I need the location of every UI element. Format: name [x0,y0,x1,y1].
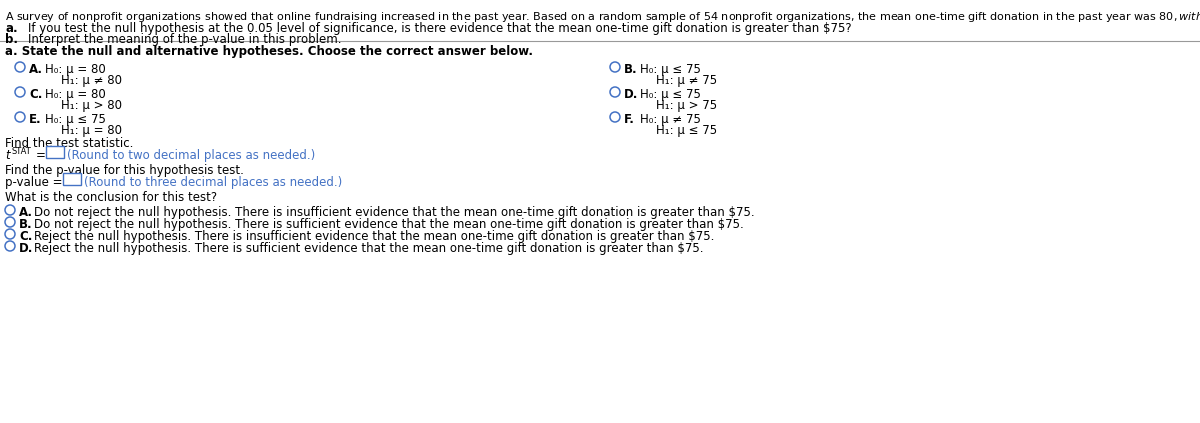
Text: H₀: μ ≤ 75: H₀: μ ≤ 75 [640,63,701,76]
Text: (Round to two decimal places as needed.): (Round to two decimal places as needed.) [67,149,316,162]
Text: t: t [5,149,10,162]
Text: (Round to three decimal places as needed.): (Round to three decimal places as needed… [84,176,342,189]
Text: p-value =: p-value = [5,176,62,189]
Text: H₀: μ ≤ 75: H₀: μ ≤ 75 [46,113,106,126]
Text: H₁: μ ≤ 75: H₁: μ ≤ 75 [656,124,718,137]
Text: H₁: μ = 80: H₁: μ = 80 [61,124,122,137]
Text: A.: A. [19,206,34,219]
Text: H₁: μ ≠ 75: H₁: μ ≠ 75 [656,74,718,87]
Text: Reject the null hypothesis. There is sufficient evidence that the mean one-time : Reject the null hypothesis. There is suf… [34,242,703,255]
Text: H₀: μ = 80: H₀: μ = 80 [46,63,106,76]
Text: H₀: μ ≠ 75: H₀: μ ≠ 75 [640,113,701,126]
Text: E.: E. [29,113,42,126]
Text: A survey of nonprofit organizations showed that online fundraising increased in : A survey of nonprofit organizations show… [5,10,1200,24]
Text: b.: b. [5,33,18,46]
Text: Find the p-value for this hypothesis test.: Find the p-value for this hypothesis tes… [5,164,244,177]
Text: H₀: μ = 80: H₀: μ = 80 [46,88,106,101]
Text: =: = [36,149,46,162]
Text: B.: B. [624,63,637,76]
Text: D.: D. [19,242,34,255]
Text: F.: F. [624,113,635,126]
Text: H₀: μ ≤ 75: H₀: μ ≤ 75 [640,88,701,101]
Text: Find the test statistic.: Find the test statistic. [5,137,133,150]
Text: Interpret the meaning of the p-value in this problem.: Interpret the meaning of the p-value in … [28,33,342,46]
Text: H₁: μ ≠ 80: H₁: μ ≠ 80 [61,74,122,87]
Text: H₁: μ > 80: H₁: μ > 80 [61,99,122,112]
Text: C.: C. [29,88,42,101]
Text: Reject the null hypothesis. There is insufficient evidence that the mean one-tim: Reject the null hypothesis. There is ins… [34,230,714,243]
Text: A.: A. [29,63,43,76]
Text: STAT: STAT [11,147,31,156]
Text: B.: B. [19,218,32,231]
Text: Do not reject the null hypothesis. There is insufficient evidence that the mean : Do not reject the null hypothesis. There… [34,206,755,219]
Text: a. State the null and alternative hypotheses. Choose the correct answer below.: a. State the null and alternative hypoth… [5,45,533,58]
Text: H₁: μ > 75: H₁: μ > 75 [656,99,718,112]
Text: Do not reject the null hypothesis. There is sufficient evidence that the mean on: Do not reject the null hypothesis. There… [34,218,744,231]
Text: D.: D. [624,88,638,101]
Text: If you test the null hypothesis at the 0.05 level of significance, is there evid: If you test the null hypothesis at the 0… [28,22,852,35]
Text: C.: C. [19,230,32,243]
Text: a.: a. [5,22,18,35]
Text: What is the conclusion for this test?: What is the conclusion for this test? [5,191,217,204]
